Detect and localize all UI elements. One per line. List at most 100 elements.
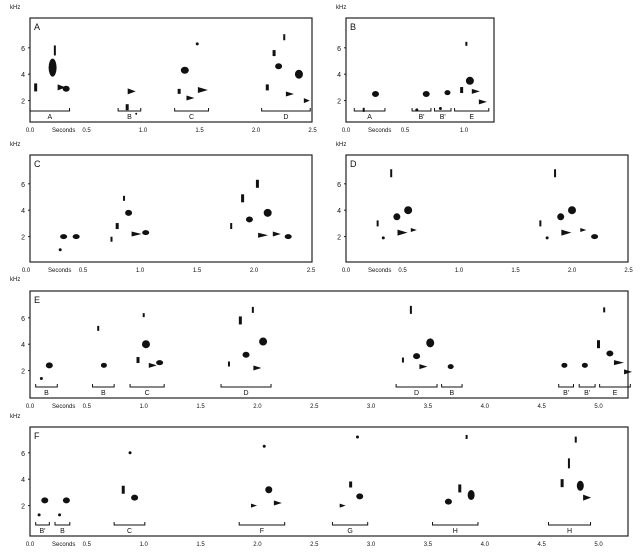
khz-label: kHz (336, 142, 346, 148)
segment-label: B' (584, 390, 590, 397)
segment-label: B (101, 390, 106, 397)
y-tick-label: 2 (21, 99, 25, 106)
syllable-note (230, 223, 233, 230)
syllable-note (554, 169, 557, 178)
syllable-note (444, 90, 451, 96)
segment-bracket (434, 108, 452, 112)
syllable-note (227, 361, 230, 367)
segment-label: C (145, 390, 150, 397)
y-tick-label: 2 (337, 235, 341, 242)
syllable-note (339, 503, 346, 508)
y-tick-label: 6 (21, 451, 25, 458)
syllable-note (390, 169, 393, 178)
syllable-note (265, 84, 269, 91)
seconds-label: Seconds (368, 268, 391, 274)
syllable-note (356, 493, 364, 500)
syllable-note (465, 434, 468, 439)
syllable-note (148, 362, 157, 368)
segment-bracket (174, 108, 210, 112)
syllable-note (447, 364, 454, 370)
segment-label: H (453, 528, 458, 535)
syllable-note (251, 306, 254, 313)
segment-bracket (547, 522, 592, 526)
x-tick-label: 3.0 (367, 404, 376, 410)
syllable-note (465, 76, 474, 85)
x-tick-label: 4.0 (481, 404, 490, 410)
syllable-note (258, 232, 269, 238)
syllable-note (419, 364, 428, 370)
seconds-label: Seconds (52, 542, 75, 548)
segment-bracket (35, 522, 50, 526)
syllable-note (156, 360, 164, 366)
syllable-note (180, 66, 189, 74)
syllable-note (624, 369, 633, 375)
seconds-label: Seconds (52, 404, 75, 410)
panel-frame (29, 17, 313, 123)
seconds-label: Seconds (368, 128, 391, 134)
syllable-note (110, 236, 113, 242)
syllable-note (471, 88, 480, 94)
segment-label: G (347, 528, 352, 535)
segment-label: B (44, 390, 49, 397)
syllable-note (128, 451, 132, 455)
syllable-note (58, 248, 62, 252)
x-tick-label: 0.0 (22, 268, 31, 274)
syllable-note (438, 107, 442, 111)
x-tick-label: 1.0 (455, 268, 464, 274)
segment-bracket (113, 522, 146, 526)
x-tick-label: 1.0 (460, 128, 469, 134)
y-tick-label: 6 (21, 46, 25, 53)
x-tick-label: 2.5 (310, 404, 319, 410)
syllable-note (283, 34, 286, 41)
x-tick-label: 2.5 (307, 268, 316, 274)
y-tick-label: 4 (21, 342, 25, 349)
syllable-note (303, 98, 310, 104)
syllable-note (37, 513, 41, 517)
syllable-note (606, 350, 614, 357)
syllable-note (362, 107, 365, 112)
syllable-note (467, 490, 475, 501)
panel-frame (29, 154, 313, 263)
x-tick-label: 3.0 (367, 542, 376, 548)
segment-label: C (189, 114, 194, 121)
syllable-note (242, 351, 250, 358)
syllable-note (186, 95, 195, 101)
panel-letter: E (34, 295, 40, 305)
segment-label: B' (419, 114, 425, 121)
x-tick-label: 2.5 (308, 128, 317, 134)
khz-label: kHz (10, 414, 20, 420)
x-tick-label: 2.0 (250, 268, 259, 274)
x-tick-label: 1.5 (193, 268, 202, 274)
syllable-note (121, 485, 125, 494)
y-tick-label: 2 (21, 504, 25, 511)
syllable-note (62, 85, 70, 92)
syllable-note (197, 87, 208, 94)
syllable-note (458, 484, 462, 493)
syllable-note (259, 337, 268, 346)
khz-label: kHz (10, 277, 20, 283)
segment-label: B' (440, 114, 446, 121)
segment-label: H (567, 528, 572, 535)
syllable-note (372, 91, 379, 97)
syllable-note (285, 91, 294, 97)
syllable-note (603, 307, 606, 313)
syllable-note (568, 206, 576, 215)
syllable-note (444, 498, 452, 505)
y-tick-label: 6 (337, 182, 341, 189)
y-tick-label: 6 (21, 182, 25, 189)
segment-bracket (353, 108, 386, 112)
segment-label: D (243, 390, 248, 397)
segment-bracket (331, 522, 369, 526)
segment-bracket (454, 108, 490, 112)
x-tick-label: 1.5 (196, 542, 205, 548)
x-tick-label: 1.0 (139, 128, 148, 134)
segment-bracket (431, 522, 479, 526)
syllable-note (245, 216, 253, 223)
syllable-note (426, 338, 435, 348)
segment-label: D (414, 390, 419, 397)
x-tick-label: 1.0 (136, 268, 145, 274)
syllable-note (48, 58, 57, 77)
syllable-note (39, 377, 43, 381)
syllable-note (294, 69, 303, 79)
